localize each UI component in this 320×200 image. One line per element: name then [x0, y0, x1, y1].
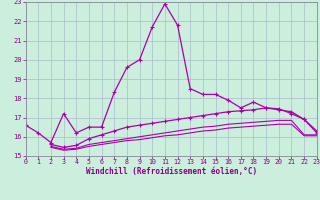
X-axis label: Windchill (Refroidissement éolien,°C): Windchill (Refroidissement éolien,°C) [86, 167, 257, 176]
